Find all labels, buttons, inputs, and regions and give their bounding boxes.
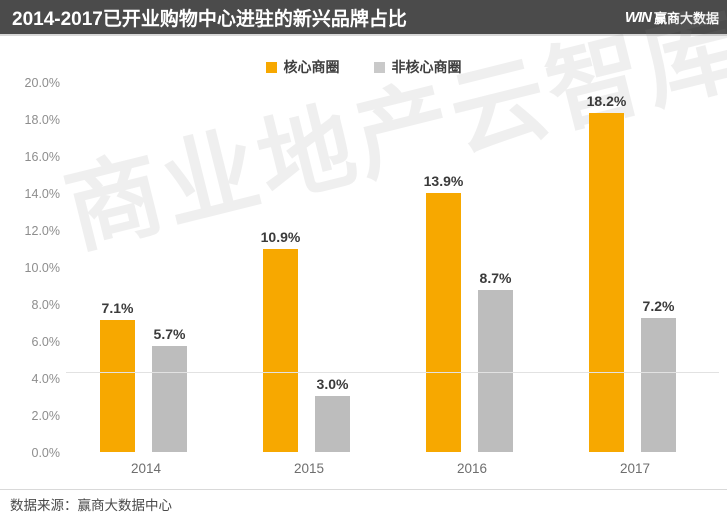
y-tick-label: 14.0% [24,186,60,201]
y-axis: 20.0% 18.0% 16.0% 14.0% 12.0% 10.0% 8.0%… [4,76,61,460]
bar-group-2015: 10.9% 3.0% [229,80,389,452]
bar-value-label: 18.2% [586,93,627,109]
bar-group-2016: 13.9% 8.7% [392,80,552,452]
legend-item-core[interactable]: 核心商圈 [265,57,340,77]
legend-swatch-noncore [373,61,385,73]
x-tick-label-2015: 2015 [293,461,325,476]
page-title: 2014-2017已开业购物中心进驻的新兴品牌占比 [12,8,407,30]
footer-divider [0,489,727,490]
bar-value-label: 7.1% [101,300,134,316]
bar-value-label: 3.0% [316,376,349,392]
bar-core-2015[interactable]: 10.9% [261,229,300,452]
y-tick-label: 20.0% [24,75,60,90]
bar-core-2014[interactable]: 7.1% [100,300,135,452]
bar-core-2017[interactable]: 18.2% [587,93,626,452]
y-tick-label: 0.0% [31,445,61,460]
legend-label-noncore: 非核心商圈 [391,59,462,75]
y-tick-label: 16.0% [24,149,60,164]
x-tick-label-2014: 2014 [130,461,162,476]
bar-noncore-2017[interactable]: 7.2% [641,298,676,452]
bar-value-label: 13.9% [423,173,464,189]
brand-logo: WIN 赢商大数据 [625,8,719,27]
title-divider [0,34,727,36]
bar-core-2016[interactable]: 13.9% [424,173,463,452]
bar-noncore-2014[interactable]: 5.7% [152,326,187,452]
y-tick-label: 8.0% [31,297,61,312]
x-tick-label-2016: 2016 [456,461,488,476]
win-logo-icon: WIN [624,8,652,26]
y-tick-label: 6.0% [31,334,61,349]
legend-item-noncore[interactable]: 非核心商圈 [373,57,462,77]
bar-group-2017: 18.2% 7.2% [555,80,715,452]
bar-value-label: 10.9% [260,229,301,245]
bar-value-label: 7.2% [642,298,675,314]
y-tick-label: 10.0% [24,260,60,275]
title-bar: 2014-2017已开业购物中心进驻的新兴品牌占比 WIN 赢商大数据 [0,0,727,34]
legend-swatch-core [265,61,277,73]
y-tick-label: 2.0% [31,408,61,423]
y-tick-label: 12.0% [24,223,60,238]
bar-value-label: 8.7% [479,270,512,286]
y-tick-label: 18.0% [24,112,60,127]
brand-name: 赢商大数据 [653,10,719,26]
plot-area: 7.1% 5.7% 10.9% 3.0% 13.9% 8.7 [66,80,719,453]
legend-label-core: 核心商圈 [283,59,340,75]
bar-group-2014: 7.1% 5.7% [66,80,226,452]
bar-noncore-2015[interactable]: 3.0% [315,376,350,452]
x-axis-line [66,372,719,373]
chart-legend: 核心商圈 非核心商圈 [0,57,727,77]
x-axis: 2014 2015 2016 2017 [66,461,719,483]
y-tick-label: 4.0% [31,371,61,386]
bar-value-label: 5.7% [153,326,186,342]
source-note: 数据来源：赢商大数据中心 [10,498,172,513]
x-tick-label-2017: 2017 [619,461,651,476]
plot-wrapper: 20.0% 18.0% 16.0% 14.0% 12.0% 10.0% 8.0%… [0,76,727,460]
bar-noncore-2016[interactable]: 8.7% [478,270,513,452]
